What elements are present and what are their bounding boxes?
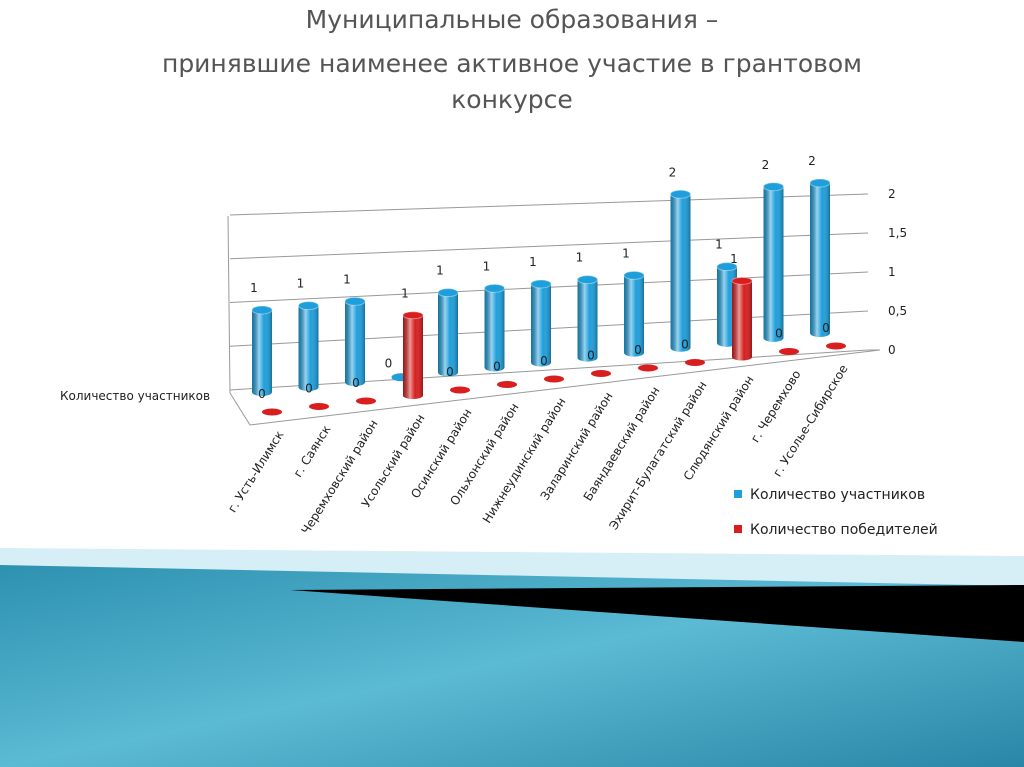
bar-shine [252,306,272,396]
value-label: 0 [385,356,393,370]
bar [450,386,470,394]
value-label: 0 [822,321,830,335]
value-label: 1 [297,277,305,291]
bar [638,364,658,372]
value-label: 2 [669,165,677,179]
value-label: 1 [483,259,491,273]
value-label: 1 [436,264,444,278]
bar-shine [670,190,691,352]
bar-top [402,311,424,320]
legend-swatch [734,490,742,498]
y-tick-label: 1 [888,265,896,279]
background-black-strip [290,585,1024,642]
bar-top [298,301,319,311]
grid-line [229,232,869,260]
bar-shine [531,280,551,367]
bar-top [623,270,645,280]
x-tick-label: г. Саянск [291,423,334,480]
value-label: 1 [576,251,584,265]
bar [262,408,282,416]
value-label: 0 [258,387,266,401]
value-label: 0 [681,338,689,352]
bar-top [577,275,598,285]
bar [779,348,799,355]
bar [591,370,611,377]
bar [685,359,705,366]
bar-top [484,283,505,293]
x-tick-label: г. Усолье-Сибирское [770,362,850,479]
bar-top [809,178,831,188]
x-tick-label: Нижнеудинский район [480,395,569,525]
bar [497,381,517,388]
grid-line [229,193,869,216]
bar-top [437,288,459,298]
value-label: 0 [587,349,595,363]
bar-top [670,189,691,199]
legend-label: Количество участников [750,487,925,503]
depth-axis-label: Количество участников [60,389,210,403]
x-tick-label: Баяндаевский район [581,384,663,503]
bar-top [731,276,753,285]
y-tick-label: 2 [888,187,896,201]
value-label: 2 [808,154,816,168]
value-label: 2 [762,158,770,172]
value-label: 1 [401,286,409,300]
x-tick-label: Черемховский район [299,417,381,537]
x-tick-label: г. Усть-Илимск [225,428,286,515]
bar [309,403,329,410]
value-label: 1 [343,272,351,286]
bar-shine [763,182,784,342]
bar-shine [298,301,319,392]
bar-shine [732,277,752,361]
background-strip [0,548,1024,586]
bar-shine [577,275,598,362]
legend-label: Количество победителей [750,522,938,538]
bar-top [530,279,552,289]
bar-shine [624,271,644,357]
bar-shine [810,179,830,337]
value-label: 0 [446,365,454,379]
bar-shine [345,297,365,387]
value-label: 0 [775,327,783,341]
value-label: 0 [352,376,360,390]
bar-top [251,305,273,315]
value-label: 1 [622,246,630,260]
value-label: 1 [529,255,537,269]
bar-shine [438,288,458,377]
title-line: конкурсе [451,85,573,114]
y-tick-label: 1,5 [888,226,907,240]
floor-edge [249,349,881,426]
value-label: 1 [715,238,723,252]
floor-edge [229,392,251,426]
y-tick-label: 0,5 [888,304,907,318]
value-label: 0 [540,354,548,368]
bar [356,397,376,405]
title-line: Муниципальные образования – [306,5,719,34]
value-label: 1 [730,252,738,266]
bar [544,375,564,383]
bar-top [344,296,366,306]
bar [826,342,846,350]
bar-top [763,182,784,192]
value-label: 0 [634,343,642,357]
back-wall-edge [227,215,231,394]
bar-top [716,262,738,272]
y-tick-label: 0 [888,343,896,357]
legend-swatch [734,525,742,533]
bar-shine [403,311,423,400]
title-line: принявшие наименее активное участие в гр… [162,49,862,78]
value-label: 0 [305,382,313,396]
value-label: 1 [250,281,258,295]
bar-shine [484,284,505,372]
value-label: 0 [493,360,501,374]
grid-line [229,349,869,391]
